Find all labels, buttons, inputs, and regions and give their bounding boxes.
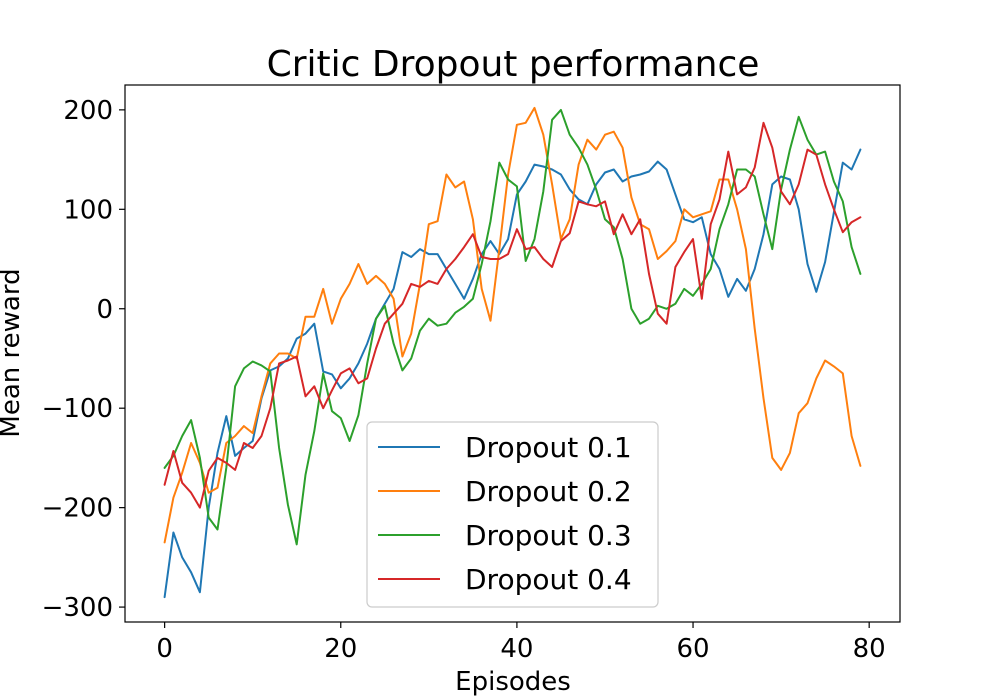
plot-area: [124, 84, 901, 623]
legend-label-1: Dropout 0.1: [465, 431, 632, 464]
chart-title: Critic Dropout performance: [267, 44, 760, 85]
series-line-2: [163, 106, 862, 544]
x-tick-label: 20: [324, 634, 357, 664]
x-tick-label: 0: [156, 634, 173, 664]
x-axis-ticks: 0 20 40 60 80: [156, 622, 886, 664]
series-line-4: [163, 121, 862, 509]
y-tick-label: −200: [42, 494, 113, 524]
x-axis-label: Episodes: [455, 667, 571, 697]
y-tick-label: −100: [42, 394, 113, 424]
legend-box: [366, 421, 659, 608]
series-line-3: [163, 108, 862, 546]
x-tick-label: 60: [676, 634, 709, 664]
legend-label-4: Dropout 0.4: [465, 563, 632, 596]
legend-label-2: Dropout 0.2: [465, 475, 632, 508]
x-tick-label: 80: [853, 634, 886, 664]
y-axis-ticks: −300 −200 −100 0 100 200: [42, 96, 125, 623]
y-axis-label: Mean reward: [0, 268, 26, 437]
plot-frame: [124, 84, 901, 623]
series-layer: [163, 106, 862, 599]
series-line-1: [163, 148, 862, 599]
legend: Dropout 0.1 Dropout 0.2 Dropout 0.3 Dropout…: [366, 421, 659, 608]
legend-label-3: Dropout 0.3: [465, 519, 632, 552]
y-tick-label: 100: [63, 195, 113, 225]
y-tick-label: 200: [63, 96, 113, 126]
y-tick-label: 0: [96, 295, 113, 325]
x-tick-label: 40: [500, 634, 533, 664]
y-tick-label: −300: [42, 593, 113, 623]
